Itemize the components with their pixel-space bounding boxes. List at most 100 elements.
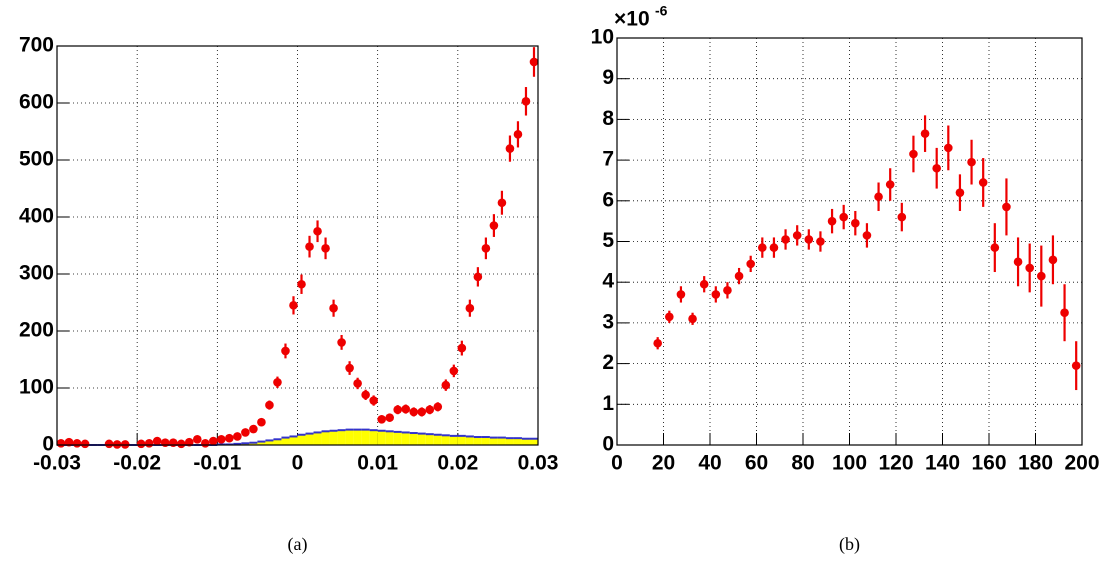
data-point xyxy=(885,180,895,189)
histogram-bar xyxy=(289,436,298,445)
histogram-bar xyxy=(297,434,306,445)
histogram-bar xyxy=(457,435,466,445)
histogram-bar xyxy=(313,432,322,445)
data-point xyxy=(401,404,411,414)
data-point xyxy=(734,271,744,281)
data-point xyxy=(862,231,872,240)
x-tick-label: 200 xyxy=(1064,452,1099,475)
data-point xyxy=(839,212,848,222)
data-point xyxy=(192,435,202,444)
x-tick-label: 100 xyxy=(832,452,867,475)
y-multiplier: ×10 xyxy=(614,8,650,31)
data-point xyxy=(653,338,662,348)
histogram-bar xyxy=(417,433,426,445)
x-tick-label: 0.03 xyxy=(518,452,559,475)
data-point xyxy=(168,438,178,448)
histogram-bar xyxy=(401,432,410,445)
x-tick-label: -0.01 xyxy=(193,452,241,475)
caption: (a) xyxy=(288,534,308,555)
data-point xyxy=(1071,361,1081,370)
data-point xyxy=(711,290,721,299)
y-tick-label: 200 xyxy=(19,319,54,342)
histogram-bar xyxy=(345,429,354,445)
histogram-bar xyxy=(529,438,538,445)
y-tick-label: 100 xyxy=(19,376,54,399)
data-point xyxy=(64,437,74,447)
data-point xyxy=(457,343,467,353)
data-point xyxy=(1048,255,1058,265)
plot-frame xyxy=(56,45,539,446)
y-tick-label: 400 xyxy=(19,205,54,228)
histogram-bar xyxy=(321,431,330,445)
x-tick-label: 0.02 xyxy=(437,452,478,475)
data-point xyxy=(257,417,266,427)
data-point xyxy=(353,379,362,388)
data-point xyxy=(932,163,941,173)
histogram-bar xyxy=(465,436,474,445)
data-point xyxy=(377,415,386,424)
histogram-bar xyxy=(361,429,370,445)
data-point xyxy=(481,244,491,253)
data-point xyxy=(425,405,435,414)
histogram-bar xyxy=(449,435,458,445)
data-point xyxy=(465,303,475,313)
data-point xyxy=(265,400,274,410)
data-point xyxy=(978,178,988,187)
y-tick-label: 2 xyxy=(602,351,614,374)
histogram-bar xyxy=(257,441,266,445)
data-point xyxy=(505,144,515,153)
data-point xyxy=(758,243,767,252)
x-tick-label: -0.03 xyxy=(33,452,81,475)
histogram-bar xyxy=(513,438,522,445)
histogram-bar xyxy=(369,430,378,445)
data-point xyxy=(441,380,451,390)
data-point xyxy=(104,439,114,449)
histogram-bar xyxy=(329,430,338,445)
x-tick-label: 40 xyxy=(698,452,721,475)
y-tick-label: 8 xyxy=(602,107,614,130)
histogram-bar xyxy=(425,434,434,445)
data-point xyxy=(769,243,779,252)
data-point xyxy=(676,290,686,299)
data-point xyxy=(305,242,314,251)
data-point xyxy=(72,438,82,448)
y-tick-label: 9 xyxy=(602,66,614,89)
data-point xyxy=(746,259,755,269)
y-tick-label: 10 xyxy=(591,26,614,49)
data-point xyxy=(1013,257,1023,267)
data-point xyxy=(1037,271,1046,281)
y-tick-label: 1 xyxy=(602,392,614,415)
histogram-bar xyxy=(305,433,314,445)
histogram-bar xyxy=(497,437,506,445)
data-point xyxy=(990,243,1000,252)
histogram-bar xyxy=(481,437,490,445)
data-point xyxy=(409,407,419,417)
y-tick-label: 4 xyxy=(602,270,614,293)
data-point xyxy=(337,338,346,347)
data-point xyxy=(80,439,90,449)
data-point xyxy=(1060,308,1069,318)
data-point xyxy=(385,413,394,422)
x-tick-label: 0 xyxy=(611,452,623,475)
data-point xyxy=(233,432,242,441)
histogram-bar xyxy=(249,442,258,445)
data-point xyxy=(827,216,837,226)
y-tick-label: 700 xyxy=(19,34,54,57)
histogram-bar xyxy=(281,437,290,445)
data-point xyxy=(152,436,162,446)
data-point xyxy=(369,396,378,405)
data-point xyxy=(433,402,443,412)
data-point xyxy=(289,301,298,310)
y-tick-label: 3 xyxy=(602,310,614,333)
data-point xyxy=(874,192,883,202)
histogram-bar xyxy=(473,437,482,445)
y-tick-label: 6 xyxy=(602,188,614,211)
histogram-bar xyxy=(433,434,442,445)
data-point xyxy=(201,438,210,448)
data-point xyxy=(217,435,226,444)
y-tick-label: 0 xyxy=(602,433,614,456)
y-tick-label: 300 xyxy=(19,262,54,285)
caption: (b) xyxy=(839,534,860,555)
data-point xyxy=(136,439,146,449)
